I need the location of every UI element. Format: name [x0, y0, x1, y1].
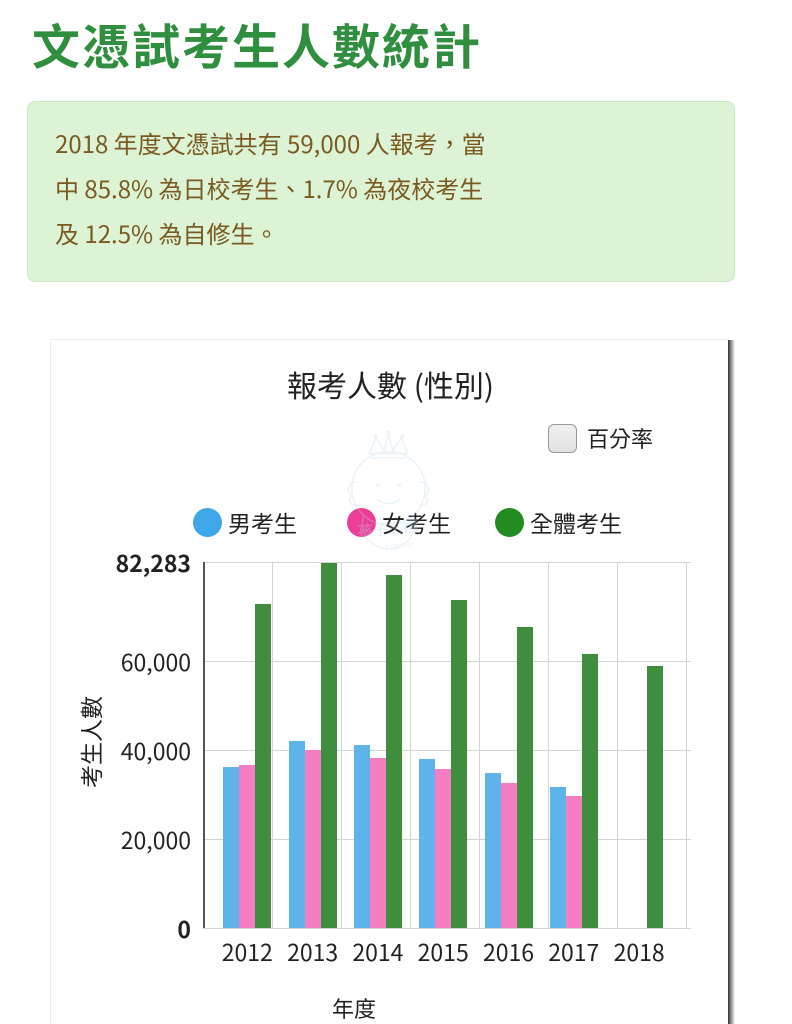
svg-text:孩子王國: 孩子王國: [357, 517, 419, 541]
svg-text:kingdom: kingdom: [385, 539, 414, 551]
